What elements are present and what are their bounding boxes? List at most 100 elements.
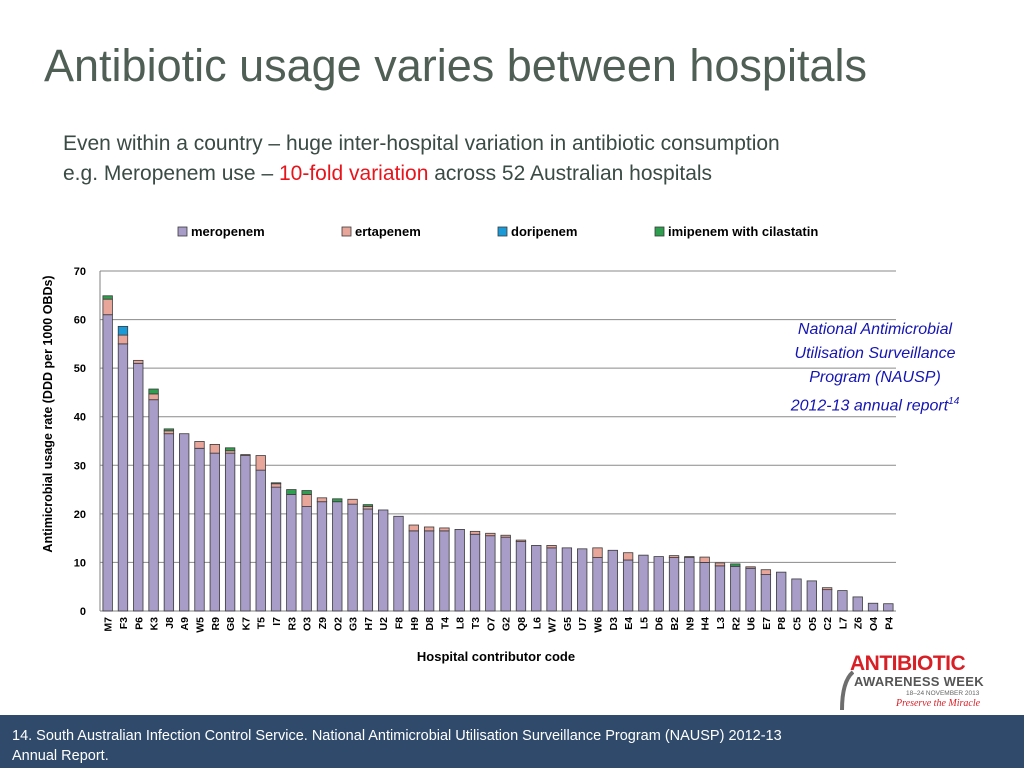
legend-swatch-imipenem bbox=[654, 226, 665, 237]
x-tick-label: T4 bbox=[439, 617, 451, 629]
y-tick-label: 50 bbox=[74, 363, 86, 375]
x-tick-label: M7 bbox=[103, 617, 115, 632]
x-tick-label: P4 bbox=[883, 617, 895, 630]
bar-B2-ertapenem bbox=[668, 555, 680, 558]
bar-E4-ertapenem bbox=[622, 552, 634, 561]
bar-K3-ertapenem bbox=[148, 393, 159, 401]
y-tick-label: 10 bbox=[74, 557, 86, 569]
bar-O2-meropenem bbox=[332, 501, 343, 612]
legend-label: doripenem bbox=[511, 224, 577, 239]
footer-bar: 14. South Australian Infection Control S… bbox=[0, 715, 1024, 768]
bar-J8-meropenem bbox=[163, 433, 175, 612]
x-tick-label: Z6 bbox=[853, 617, 865, 629]
x-tick-label: Q8 bbox=[516, 617, 528, 631]
x-tick-label: G2 bbox=[501, 617, 513, 631]
legend-swatch-ertapenem bbox=[341, 226, 352, 237]
x-tick-label: T5 bbox=[256, 617, 268, 629]
legend-swatch-doripenem bbox=[497, 226, 508, 237]
x-tick-label: R3 bbox=[286, 617, 298, 631]
bar-W5-ertapenem bbox=[194, 441, 205, 449]
bar-T3-ertapenem bbox=[469, 530, 481, 535]
bar-P8-meropenem bbox=[776, 571, 787, 612]
x-tick-label: K7 bbox=[240, 617, 252, 631]
bar-U7-meropenem bbox=[577, 548, 588, 612]
bar-Z9-ertapenem bbox=[316, 497, 328, 503]
bar-R9-ertapenem bbox=[209, 443, 220, 454]
slide-title: Antibiotic usage varies between hospital… bbox=[44, 40, 867, 91]
x-tick-label: P8 bbox=[776, 617, 788, 630]
bar-E7-meropenem bbox=[760, 574, 772, 612]
bar-Q8-ertapenem bbox=[515, 539, 527, 542]
x-tick-label: O4 bbox=[868, 617, 880, 631]
y-tick-label: 20 bbox=[74, 509, 86, 521]
legend-label: meropenem bbox=[191, 224, 265, 239]
x-tick-label: L6 bbox=[531, 617, 543, 629]
antibiotic-awareness-week-logo: ANTIBIOTIC AWARENESS WEEK 18–24 NOVEMBER… bbox=[840, 650, 992, 712]
bar-C5-meropenem bbox=[791, 578, 802, 612]
x-tick-label: W5 bbox=[195, 617, 207, 633]
x-tick-label: L3 bbox=[715, 617, 727, 629]
bar-O4-meropenem bbox=[867, 602, 879, 612]
source-note: National Antimicrobial Utilisation Surve… bbox=[762, 318, 988, 418]
bar-R2-meropenem bbox=[730, 565, 741, 612]
bar-O3-imipenem bbox=[301, 490, 312, 495]
bar-D6-meropenem bbox=[653, 556, 664, 612]
bar-C2-meropenem bbox=[821, 589, 833, 612]
y-tick-label: 30 bbox=[74, 460, 86, 472]
bar-M7-imipenem bbox=[102, 295, 113, 300]
bar-T4-ertapenem bbox=[439, 527, 450, 532]
x-tick-label: W7 bbox=[547, 617, 559, 633]
x-tick-label: U7 bbox=[577, 617, 589, 631]
logo-swoosh-icon bbox=[840, 670, 854, 711]
x-tick-label: T3 bbox=[470, 617, 482, 629]
bar-O2-imipenem bbox=[332, 498, 343, 503]
x-tick-label: L7 bbox=[837, 617, 849, 629]
bar-W5-meropenem bbox=[194, 447, 205, 612]
source-note-superscript: 14 bbox=[948, 396, 960, 407]
bar-O3-meropenem bbox=[301, 506, 312, 612]
bar-K3-imipenem bbox=[148, 388, 159, 395]
x-tick-label: K3 bbox=[149, 617, 161, 631]
bar-D3-meropenem bbox=[607, 549, 618, 612]
bar-P4-meropenem bbox=[883, 603, 894, 612]
bar-K7-meropenem bbox=[240, 455, 251, 612]
bar-G8-imipenem bbox=[224, 447, 236, 452]
bar-U6-meropenem bbox=[745, 567, 756, 612]
bar-H4-ertapenem bbox=[699, 556, 710, 563]
bar-H7-imipenem bbox=[362, 504, 374, 507]
bar-N9-meropenem bbox=[684, 557, 695, 612]
x-tick-label: C2 bbox=[822, 617, 834, 631]
x-tick-label: H7 bbox=[363, 617, 375, 631]
subtitle-suffix: across 52 Australian hospitals bbox=[428, 162, 713, 185]
bar-N9-ertapenem bbox=[684, 556, 695, 558]
y-tick-label: 60 bbox=[74, 315, 86, 327]
bar-E7-ertapenem bbox=[760, 569, 772, 575]
bar-R3-imipenem bbox=[286, 489, 297, 495]
bar-J8-imipenem bbox=[163, 428, 175, 432]
x-tick-label: N9 bbox=[684, 617, 696, 631]
bar-Q8-meropenem bbox=[515, 541, 527, 612]
bar-G3-ertapenem bbox=[347, 498, 358, 505]
bar-O7-ertapenem bbox=[485, 532, 496, 537]
bar-D8-meropenem bbox=[423, 530, 435, 612]
bar-H7-meropenem bbox=[362, 508, 374, 612]
bar-T5-meropenem bbox=[255, 469, 266, 612]
legend-label: ertapenem bbox=[355, 224, 421, 239]
bar-Z6-meropenem bbox=[852, 596, 863, 612]
x-tick-label: O3 bbox=[302, 617, 314, 631]
bar-I7-meropenem bbox=[270, 486, 282, 612]
x-tick-label: E7 bbox=[761, 617, 773, 630]
y-tick-label: 40 bbox=[74, 412, 86, 424]
bar-F3-doripenem bbox=[117, 325, 129, 336]
bar-I7-imipenem bbox=[270, 482, 282, 485]
bar-L6-meropenem bbox=[531, 545, 542, 612]
x-tick-label: G5 bbox=[562, 617, 574, 631]
bar-J8-ertapenem bbox=[163, 430, 175, 435]
bar-W6-ertapenem bbox=[592, 547, 603, 558]
bar-I7-ertapenem bbox=[270, 483, 282, 488]
bar-L5-meropenem bbox=[638, 554, 649, 612]
bar-G2-ertapenem bbox=[500, 534, 511, 538]
bar-F3-ertapenem bbox=[117, 334, 129, 345]
source-note-report: 2012-13 annual report bbox=[790, 397, 949, 415]
